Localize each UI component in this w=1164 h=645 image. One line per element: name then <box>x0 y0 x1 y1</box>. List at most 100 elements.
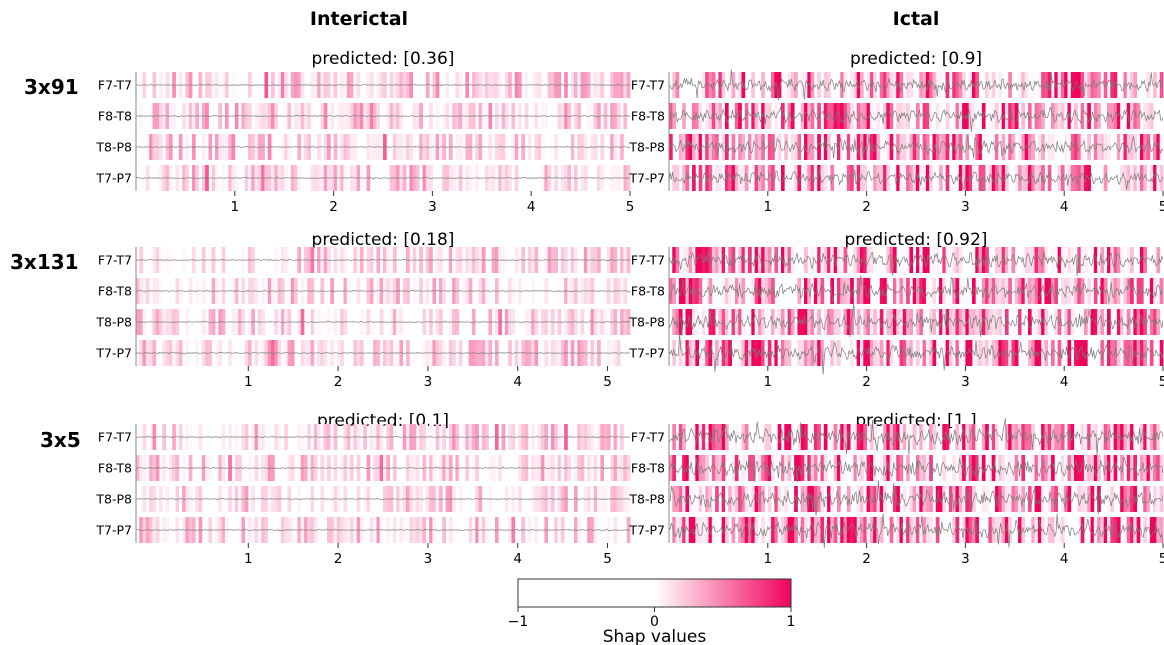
shap-cell <box>738 72 742 98</box>
shap-cell <box>804 517 808 543</box>
shap-cell <box>685 309 690 335</box>
shap-cell <box>1047 165 1052 191</box>
shap-cell <box>1083 424 1088 450</box>
shap-cell <box>906 455 910 481</box>
shap-cell <box>902 278 907 304</box>
shap-cell <box>1070 103 1075 129</box>
shap-cell <box>724 486 729 512</box>
shap-cell <box>1060 165 1065 191</box>
shap-cell <box>708 247 713 273</box>
shap-cell <box>1057 309 1062 335</box>
shap-cell <box>698 247 703 273</box>
shap-cell <box>978 165 983 191</box>
colorbar-tick-label: 0 <box>650 614 659 630</box>
shap-cell <box>985 247 989 273</box>
shap-cell <box>1018 134 1022 160</box>
shap-cell <box>876 103 881 129</box>
shap-cell <box>879 486 884 512</box>
shap-cell <box>856 247 861 273</box>
shap-cell <box>1097 134 1101 160</box>
eeg-signal-trace <box>135 259 631 262</box>
shap-cell <box>402 247 407 273</box>
shap-cell <box>708 486 713 512</box>
shap-cell <box>1011 340 1016 366</box>
shap-cell <box>856 455 861 481</box>
shap-cell <box>1113 247 1118 273</box>
shap-cell <box>724 340 729 366</box>
shap-cell <box>1143 455 1147 481</box>
shap-cell <box>1153 309 1157 335</box>
shap-cell <box>932 424 937 450</box>
shap-cell <box>942 134 947 160</box>
shap-cell <box>909 340 914 366</box>
shap-cell <box>767 134 772 160</box>
shap-cell <box>1103 455 1108 481</box>
shap-cell <box>925 517 930 543</box>
shap-cell <box>998 72 1003 98</box>
shap-cell <box>1074 455 1078 481</box>
colorbar-tick-label: −1 <box>508 614 529 630</box>
shap-cell <box>863 309 867 335</box>
shap-cell <box>945 72 950 98</box>
shap-cell <box>981 103 986 129</box>
shap-cell <box>1153 165 1157 191</box>
shap-cell <box>738 486 742 512</box>
shap-cell <box>695 517 700 543</box>
channel-label: T8-P8 <box>628 140 665 155</box>
x-tick-label: 4 <box>1060 374 1069 390</box>
shap-cell <box>817 278 821 304</box>
shap-cell <box>909 309 914 335</box>
x-tick-label: 1 <box>764 551 773 567</box>
channel-label: F7-T7 <box>631 253 665 268</box>
shap-cell <box>675 486 680 512</box>
shap-cell <box>1001 103 1006 129</box>
shap-cell <box>879 309 884 335</box>
shap-cell <box>1004 247 1009 273</box>
shap-cell <box>682 455 686 481</box>
channel-label: T7-P7 <box>628 171 665 186</box>
shap-cell <box>688 103 693 129</box>
shap-cell <box>1080 455 1085 481</box>
shap-cell <box>780 340 785 366</box>
shap-cell <box>1008 340 1012 366</box>
shap-cell <box>945 134 950 160</box>
shap-cell <box>906 517 910 543</box>
column-title-interictal: Interictal <box>310 8 408 30</box>
shap-cell <box>1070 309 1075 335</box>
shap-cell <box>1107 309 1111 335</box>
shap-cell <box>836 340 841 366</box>
shap-cell <box>787 72 792 98</box>
shap-cell <box>1159 72 1164 98</box>
shap-cell <box>692 340 696 366</box>
shap-cell <box>1130 486 1134 512</box>
shap-cell <box>310 455 315 481</box>
shap-cell <box>1024 278 1029 304</box>
shap-cell <box>919 517 923 543</box>
panel-3x131-ictal: predicted: [0.92] F7-T7 F8-T8 T8-P8 T7-P7 1 2 3… <box>628 230 1164 390</box>
shap-cell <box>333 486 338 512</box>
shap-cell <box>1097 72 1101 98</box>
shap-cell <box>1149 517 1154 543</box>
shap-cell <box>1080 134 1085 160</box>
shap-cell <box>721 278 726 304</box>
shap-cell <box>975 134 979 160</box>
shap-cell <box>1031 247 1035 273</box>
shap-cell <box>1021 72 1026 98</box>
shap-cell <box>247 517 252 543</box>
shap-cell <box>155 455 160 481</box>
shap-cell <box>906 309 910 335</box>
shap-cell <box>810 340 815 366</box>
shap-cell <box>708 309 713 335</box>
shap-cell <box>804 103 808 129</box>
shap-cell <box>1077 455 1082 481</box>
shap-cell <box>866 72 871 98</box>
shap-cell <box>988 309 993 335</box>
shap-cell <box>587 103 591 129</box>
shap-cell <box>906 247 910 273</box>
shap-cell <box>711 247 716 273</box>
shap-cell <box>804 134 808 160</box>
channel-label: T7-P7 <box>628 346 665 361</box>
channel-row: F7-T7 <box>631 247 1164 276</box>
shap-cell <box>787 165 792 191</box>
